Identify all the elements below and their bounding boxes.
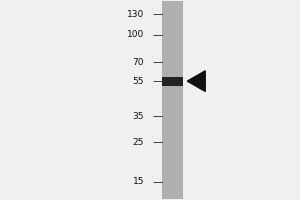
Text: 55: 55 — [133, 77, 144, 86]
Text: 15: 15 — [133, 177, 144, 186]
Text: -: - — [153, 137, 156, 147]
Text: -: - — [153, 177, 156, 187]
Text: -: - — [153, 57, 156, 67]
Bar — [162, 1, 183, 199]
Bar — [162, 77, 183, 86]
Text: -: - — [153, 76, 156, 86]
Text: -: - — [153, 9, 156, 19]
Text: 100: 100 — [127, 30, 144, 39]
Text: 70: 70 — [133, 58, 144, 67]
Text: -: - — [153, 111, 156, 121]
Text: 130: 130 — [127, 10, 144, 19]
Polygon shape — [187, 71, 205, 91]
Text: -: - — [153, 30, 156, 40]
Text: 25: 25 — [133, 138, 144, 147]
Text: 35: 35 — [133, 112, 144, 121]
